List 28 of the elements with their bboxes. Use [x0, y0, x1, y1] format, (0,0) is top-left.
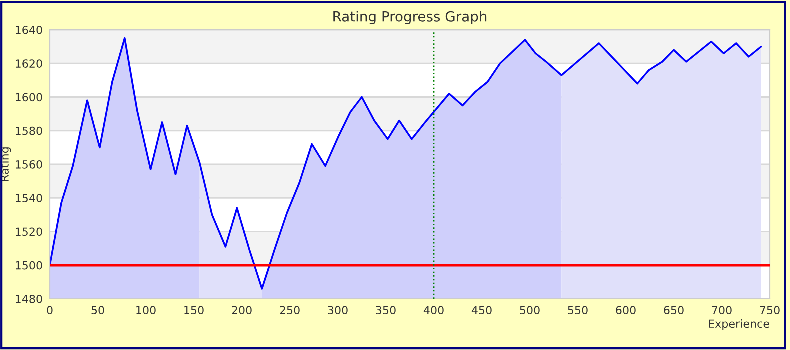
x-tick-label: 600 [616, 306, 636, 315]
y-tick-label: 1480 [16, 294, 42, 304]
x-tick-label: 150 [184, 306, 204, 315]
x-axis-title: Experience [709, 319, 770, 330]
y-tick-label: 1580 [16, 126, 42, 136]
x-tick-label: 350 [376, 306, 396, 315]
x-tick-label: 700 [712, 306, 732, 315]
x-tick-label: 500 [520, 306, 540, 315]
x-tick-label: 50 [92, 306, 104, 315]
chart-title: Rating Progress Graph [334, 11, 487, 25]
x-tick-label: 750 [760, 306, 780, 315]
y-tick-label: 1620 [16, 60, 42, 68]
y-tick-label: 1560 [16, 160, 42, 169]
y-tick-label: 1520 [16, 228, 42, 236]
x-tick-label: 650 [664, 306, 684, 315]
y-tick-label: 1600 [16, 93, 42, 102]
x-tick-label: 100 [136, 306, 156, 315]
y-tick-label: 1640 [16, 26, 42, 34]
x-tick-label: 0 [47, 306, 53, 315]
y-tick-label: 1540 [16, 194, 42, 203]
x-tick-label: 300 [328, 306, 348, 315]
line-series [50, 38, 762, 290]
x-tick-label: 250 [280, 306, 300, 315]
x-tick-label: 400 [424, 306, 444, 315]
x-tick-label: 200 [232, 306, 252, 315]
y-tick-label: 1500 [16, 261, 42, 270]
x-tick-label: 450 [472, 306, 492, 315]
x-tick-label: 550 [568, 306, 588, 315]
